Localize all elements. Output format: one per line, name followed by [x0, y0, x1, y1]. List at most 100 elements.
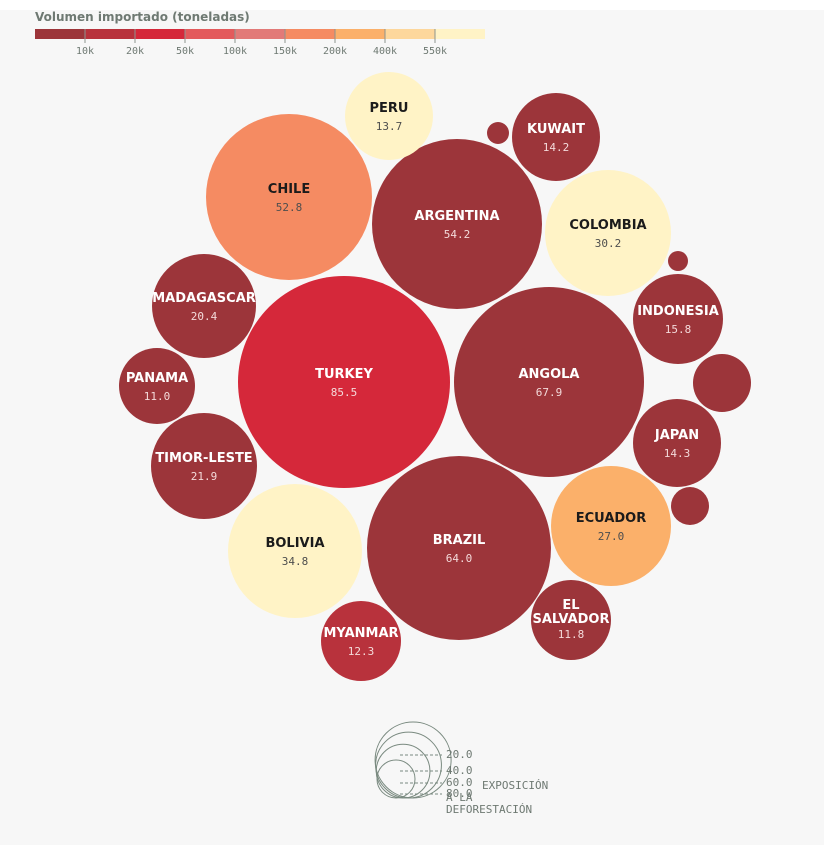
bubble-circle — [206, 114, 372, 280]
bubble: ECUADOR 27.0 — [551, 466, 671, 586]
bubble-value-label: 12.3 — [348, 645, 375, 658]
bubble: MYANMAR 12.3 — [321, 601, 401, 681]
bubble-circle — [151, 413, 257, 519]
bubble-value-label: 27.0 — [598, 530, 625, 543]
size-legend: 20.0 40.060.080.0 EXPOSICIÓN A LADEFORESTAC… — [374, 721, 548, 816]
legend-swatch — [435, 29, 485, 39]
legend-swatch — [285, 29, 335, 39]
bubble-value-label: 67.9 — [536, 386, 563, 399]
bubble — [487, 122, 509, 144]
bubble-name-label: ECUADOR — [576, 511, 647, 526]
bubble: PERU 13.7 — [345, 72, 433, 160]
size-legend-caption: A LA — [446, 791, 473, 804]
bubble-circle — [238, 276, 450, 488]
bubble-value-label: 30.2 — [595, 237, 622, 250]
legend-tick-label: 550k — [423, 46, 447, 57]
bubble-circle — [345, 72, 433, 160]
bubble-circle — [668, 251, 688, 271]
bubble-circle — [693, 354, 751, 412]
legend-tick-label: 10k — [76, 46, 94, 57]
size-legend-label: 80.0 — [446, 787, 473, 800]
bubble-circle — [671, 487, 709, 525]
bubble-name-label: INDONESIA — [637, 304, 719, 319]
bubble-value-label: 20.4 — [191, 310, 218, 323]
bubble-circle — [633, 399, 721, 487]
color-legend: 10k 20k 50k 100k 150k 200k 400k 550k — [35, 29, 485, 57]
bubble-value-label: 64.0 — [446, 552, 473, 565]
bubble: PANAMA 11.0 — [119, 348, 195, 424]
bubble: INDONESIA 15.8 — [633, 274, 723, 364]
bubble-circle — [551, 466, 671, 586]
bubble-circle — [487, 122, 509, 144]
bubbles-group: TURKEY 85.5 ANGOLA 67.9 BRAZIL 64.0 ARGENTINA 5… — [119, 72, 751, 681]
legend-swatch — [385, 29, 435, 39]
bubble — [671, 487, 709, 525]
legend-tick-label: 200k — [323, 46, 347, 57]
bubble-name-label: ARGENTINA — [414, 209, 499, 224]
legend-swatch — [85, 29, 135, 39]
bubble-name-label: ANGOLA — [518, 367, 579, 382]
top-bar — [0, 0, 824, 10]
size-legend-circle — [375, 743, 431, 799]
bubble-circle — [152, 254, 256, 358]
bubble-name-label: BRAZIL — [433, 533, 486, 548]
bubble-circle — [367, 456, 551, 640]
bubble-name-label: PERU — [370, 101, 409, 116]
bubble-circle — [531, 580, 611, 660]
legend-swatch — [335, 29, 385, 39]
bubble-value-label: 13.7 — [376, 120, 403, 133]
size-legend-label: 40.0 — [446, 764, 473, 777]
legend-swatch — [35, 29, 85, 39]
bubble: BRAZIL 64.0 — [367, 456, 551, 640]
bubble-circle — [512, 93, 600, 181]
bubble-name-label: JAPAN — [654, 428, 699, 443]
bubble-circle — [545, 170, 671, 296]
bubble-value-label: 21.9 — [191, 470, 218, 483]
bubble-value-label: 34.8 — [282, 555, 309, 568]
bubble-value-label: 15.8 — [665, 323, 692, 336]
size-legend-label: 20.0 — [446, 748, 473, 761]
legend-swatch — [135, 29, 185, 39]
bubble-value-label: 14.2 — [543, 141, 570, 154]
bubble-name-label: TIMOR-LESTE — [155, 451, 252, 466]
bubble-circle — [228, 484, 362, 618]
bubble: BOLIVIA 34.8 — [228, 484, 362, 618]
legend-tick-label: 100k — [223, 46, 247, 57]
bubble: JAPAN 14.3 — [633, 399, 721, 487]
legend-swatch — [235, 29, 285, 39]
bubble: ARGENTINA 54.2 — [372, 139, 542, 309]
bubble-name-label: CHILE — [268, 182, 310, 197]
bubble-name-label: PANAMA — [126, 371, 188, 386]
bubble-circle — [119, 348, 195, 424]
bubble: COLOMBIA 30.2 — [545, 170, 671, 296]
bubble: CHILE 52.8 — [206, 114, 372, 280]
bubble-name-label: KUWAIT — [527, 122, 585, 137]
bubble-value-label: 11.8 — [558, 628, 585, 641]
legend-tick-label: 400k — [373, 46, 397, 57]
bubble-name-label: MYANMAR — [323, 626, 398, 641]
color-legend-title: Volumen importado (toneladas) — [35, 10, 250, 24]
bubble-circle — [633, 274, 723, 364]
size-legend-circle — [376, 759, 416, 799]
size-legend-caption: DEFORESTACIÓN — [446, 803, 532, 816]
size-legend-label: 60.0 — [446, 776, 473, 789]
bubble: TIMOR-LESTE 21.9 — [151, 413, 257, 519]
bubble: ANGOLA 67.9 — [454, 287, 644, 477]
size-legend-caption: EXPOSICIÓN — [482, 779, 548, 792]
bubble-circle — [454, 287, 644, 477]
bubble-circle — [372, 139, 542, 309]
bubble-name-label: TURKEY — [315, 367, 373, 382]
bubble: KUWAIT 14.2 — [512, 93, 600, 181]
bubble — [693, 354, 751, 412]
legend-tick-label: 150k — [273, 46, 297, 57]
bubble-value-label: 14.3 — [664, 447, 691, 460]
bubble-value-label: 11.0 — [144, 390, 171, 403]
bubble-value-label: 52.8 — [276, 201, 303, 214]
size-legend-circle — [375, 731, 442, 799]
bubble-value-label: 85.5 — [331, 386, 358, 399]
bubble-name-label: BOLIVIA — [265, 536, 324, 551]
legend-tick-label: 50k — [176, 46, 194, 57]
bubble-name-label: EL — [562, 598, 579, 613]
legend-swatch — [185, 29, 235, 39]
